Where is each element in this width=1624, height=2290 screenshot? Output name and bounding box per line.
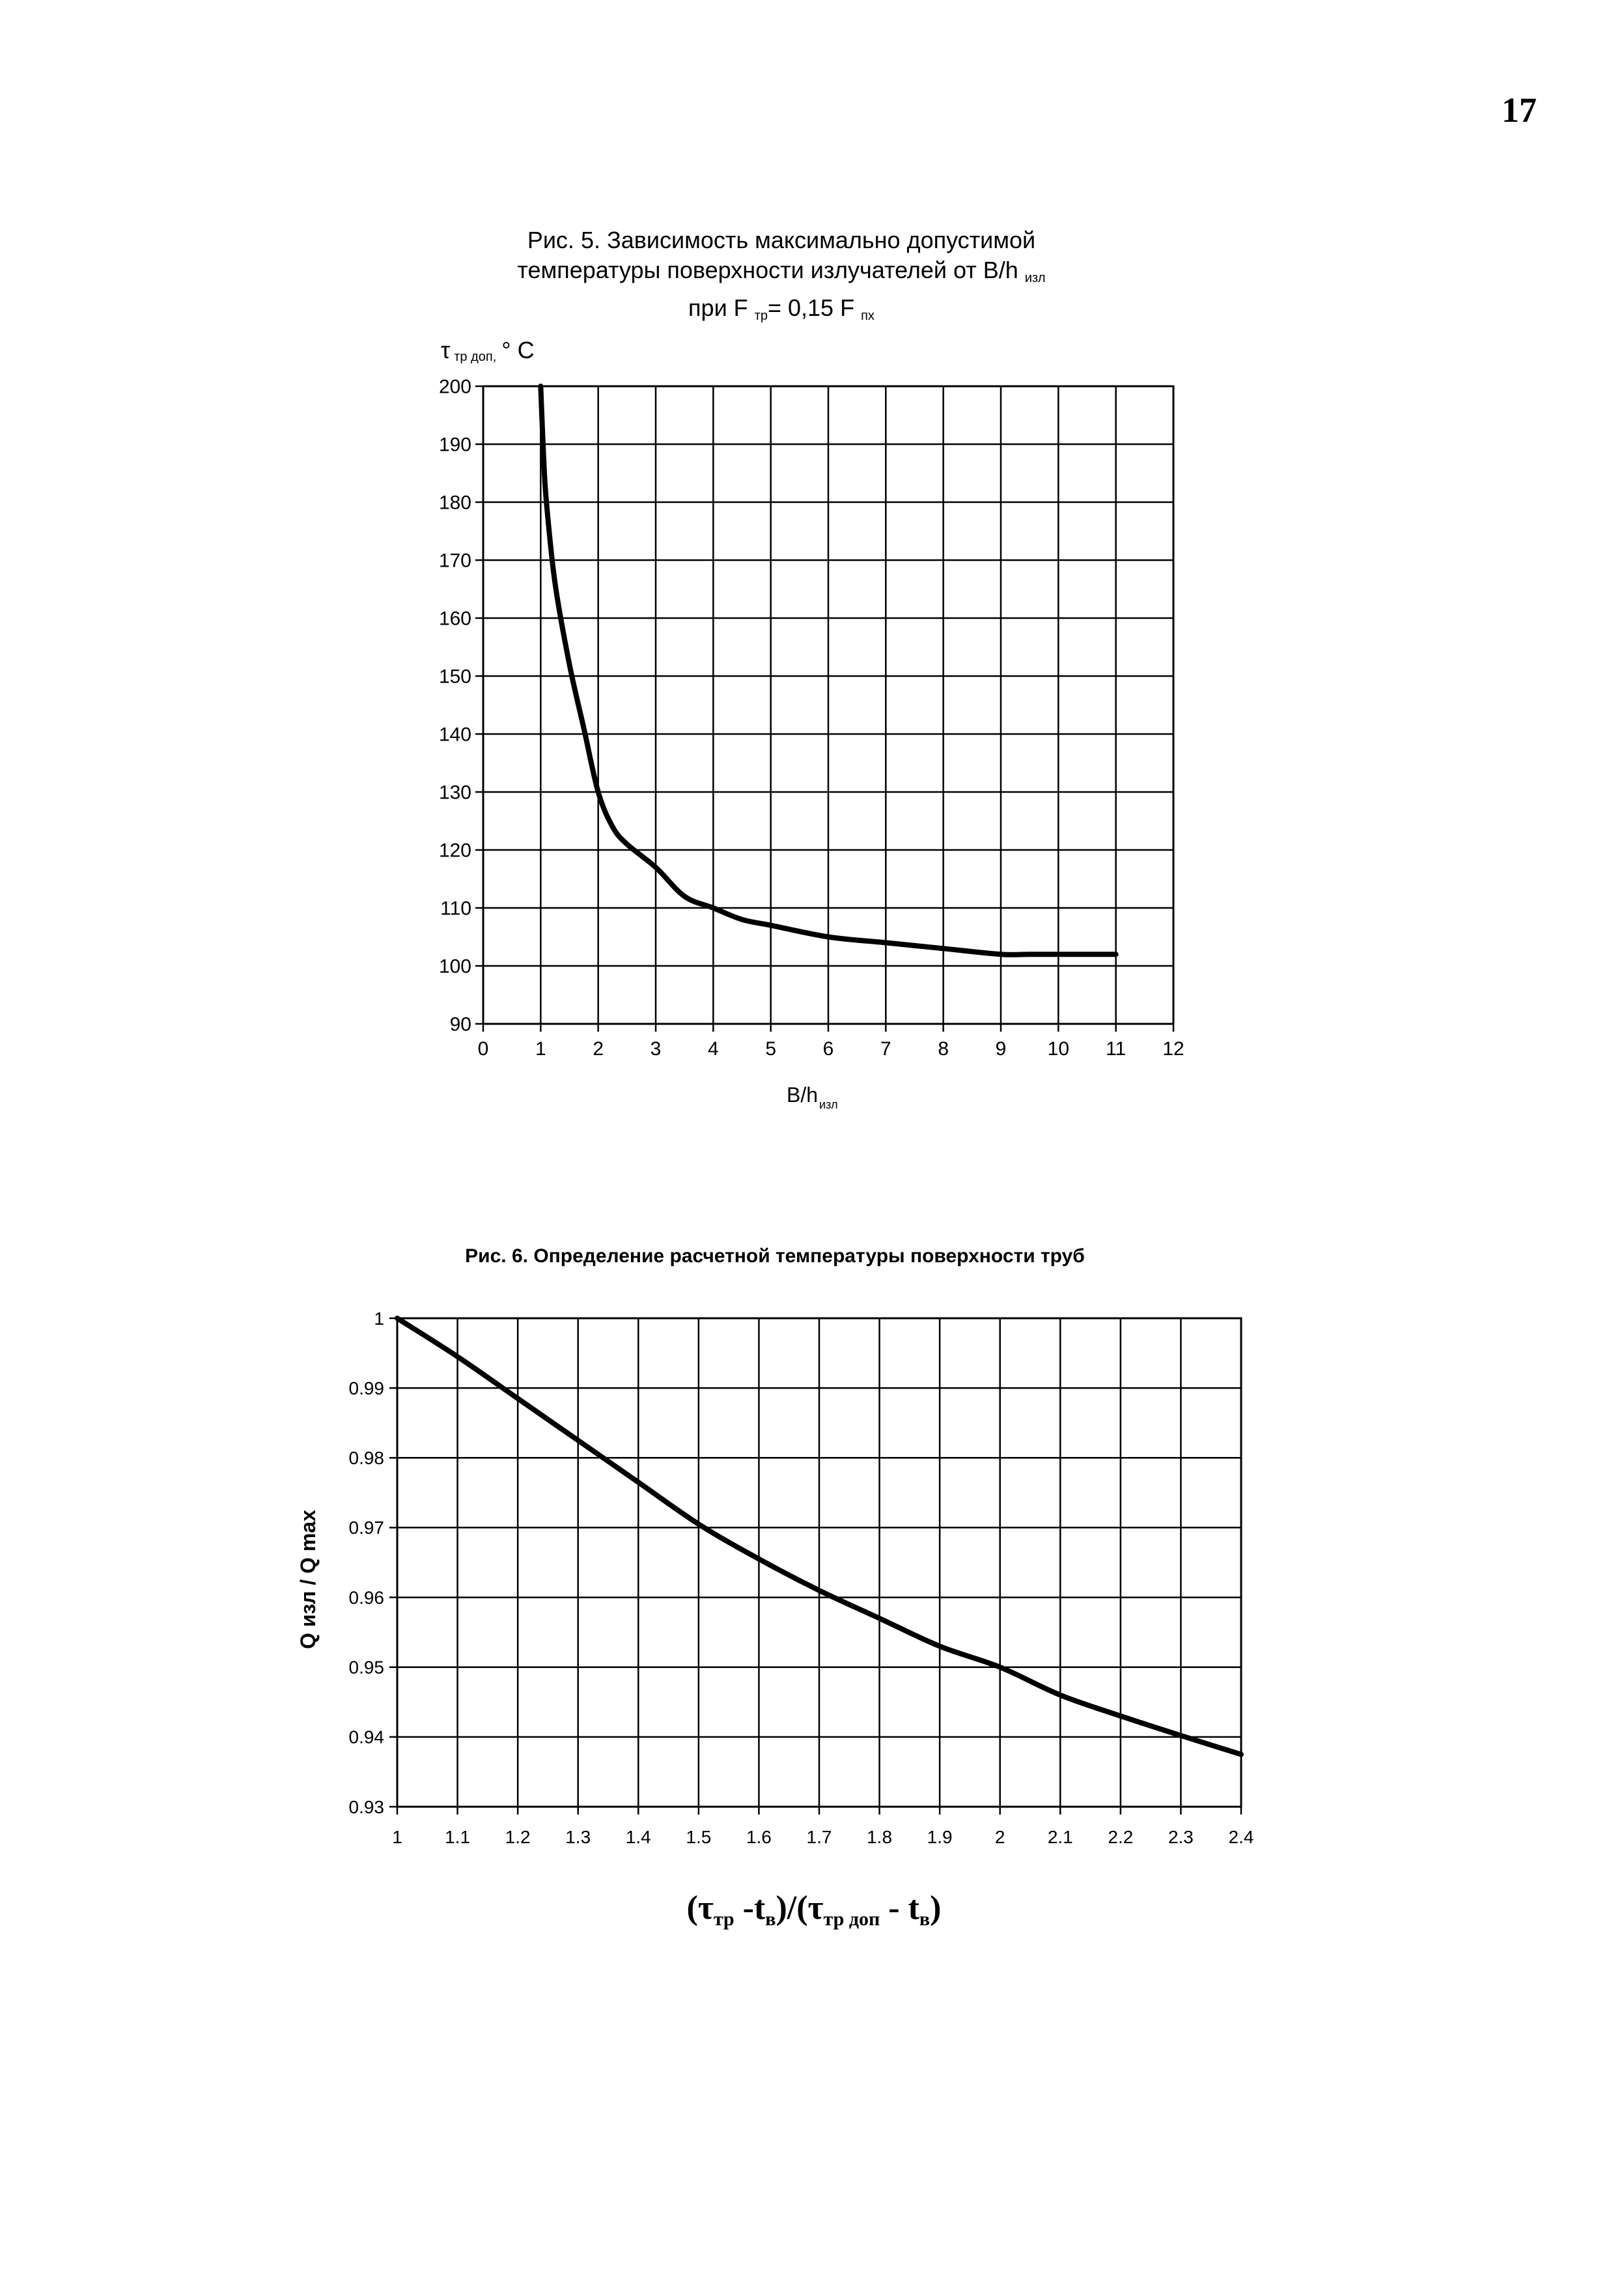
figure-6-x-tick-label: 1.1	[445, 1827, 470, 1847]
figure-6-x-axis-label-part-5: )	[930, 1889, 942, 1927]
figure-5-chart: 0 1 2 3 4 5 6 7 8 9 10 11 12901001101201301401501601…	[439, 376, 1184, 1060]
page-number: 17	[1502, 91, 1537, 130]
figure-5-x-tick-label: 9	[996, 1038, 1007, 1060]
figure-5-title-line-3-text-b: = 0,15 F	[767, 294, 855, 321]
figure-5-y-tick-label: 90	[450, 1014, 471, 1036]
figure-6-x-axis-label-part-1: (τ	[686, 1889, 714, 1927]
figure-5-y-axis-label-tau: τ	[441, 337, 450, 363]
figure-6-x-tick-label: 1.5	[686, 1827, 711, 1847]
figure-6-x-tick-label: 1.2	[505, 1827, 531, 1847]
figure-5-title-line-2-text: температуры поверхности излучателей от B…	[517, 257, 1018, 283]
figure-6-series-line	[395, 1316, 1244, 1757]
figure-5-x-tick-label: 6	[823, 1038, 834, 1060]
figure-5-x-tick-label: 2	[593, 1038, 604, 1060]
figure-5-y-tick-label: 180	[439, 492, 471, 514]
figure-5-y-tick-label: 100	[439, 956, 471, 978]
figure-6-x-axis-label: (τтр -tв)/(τтр доп - tв)	[586, 1889, 1042, 1930]
figure-6-x-tick-label: 1.7	[807, 1827, 832, 1847]
figure-5-y-tick-label: 150	[439, 666, 471, 688]
figure-5-x-axis-label: B/h изл	[787, 1083, 838, 1111]
figure-6-x-tick-label: 1	[392, 1827, 402, 1847]
figure-5-y-axis-label: τ тр доп, ° С	[441, 337, 535, 364]
figure-6-y-tick-label: 0.94	[349, 1727, 385, 1747]
figure-5-x-tick-label: 11	[1106, 1038, 1126, 1060]
figure-5-x-tick-label: 3	[651, 1038, 662, 1060]
figure-5-x-tick-label: 8	[938, 1038, 949, 1060]
figure-5-x-tick-label: 0	[478, 1038, 489, 1060]
figure-5-series-line	[538, 384, 1119, 957]
figure-6-x-tick-label: 2.3	[1168, 1827, 1194, 1847]
figure-5-x-tick-label: 4	[708, 1038, 719, 1060]
figure-5-title-line-2: температуры поверхности излучателей от B…	[456, 255, 1107, 293]
figure-5-x-tick-label: 5	[765, 1038, 776, 1060]
figure-6-title: Рис. 6. Определение расчетной температур…	[465, 1245, 1085, 1267]
figure-6-y-tick-label: 0.98	[349, 1448, 385, 1468]
figure-5-x-tick-label: 12	[1162, 1038, 1184, 1060]
figure-6-x-tick-label: 1.6	[746, 1827, 772, 1847]
figure-5-y-tick-label: 140	[439, 724, 471, 746]
figure-5-title-line-3-subscript-1: тр	[754, 309, 768, 323]
figure-6-x-tick-label: 1.4	[626, 1827, 651, 1847]
figure-6-chart: 1 1.1 1.2 1.3 1.4 1.5 1.6 1.7 1.8 1.9 2 2.1 2.2 2.3 2.…	[349, 1308, 1254, 1847]
figure-5-title-line-1: Рис. 5. Зависимость максимально допустим…	[527, 227, 1036, 253]
figure-5-y-tick-label: 170	[439, 550, 471, 572]
figure-6-x-axis-label-part-3: )/(τ	[776, 1889, 824, 1927]
figure-5-title-line-3: при F тр= 0,15 F пх	[456, 293, 1107, 331]
figure-5-x-axis-label-subscript: изл	[819, 1098, 838, 1111]
figure-5-title: Рис. 5. Зависимость максимально допустим…	[456, 225, 1107, 331]
figure-5-y-tick-label: 120	[439, 840, 471, 862]
figure-6-x-axis-label-sub-3: тр доп	[823, 1908, 880, 1930]
figure-6-x-tick-label: 1.9	[927, 1827, 953, 1847]
figure-6-x-axis-label-sub-4: в	[919, 1908, 931, 1930]
figure-6-x-tick-label: 2	[995, 1827, 1005, 1847]
figure-6-y-tick-label: 0.97	[349, 1518, 385, 1538]
figure-5-y-tick-label: 190	[439, 434, 471, 456]
figure-5-x-axis-label-text: B/h	[787, 1083, 818, 1107]
figure-5-y-tick-label: 200	[439, 376, 471, 398]
figure-5-y-axis-label-subscript: тр доп,	[454, 350, 496, 364]
figure-6-y-tick-label: 0.96	[349, 1587, 385, 1607]
figure-5-y-tick-label: 160	[439, 608, 471, 630]
figure-6-x-axis-label-part-2: -t	[734, 1889, 766, 1927]
figure-5-title-line-3-subscript-2: пх	[861, 309, 875, 323]
figure-6-y-tick-label: 0.99	[349, 1378, 385, 1398]
figure-6-x-tick-label: 1.3	[565, 1827, 591, 1847]
figure-6-x-axis-label-sub-1: тр	[713, 1908, 735, 1930]
figure-5-y-tick-label: 130	[439, 782, 471, 804]
figure-6-x-tick-label: 2.2	[1108, 1827, 1133, 1847]
figure-6-x-axis-label-sub-2: в	[765, 1908, 776, 1930]
figure-6-x-tick-label: 2.4	[1229, 1827, 1254, 1847]
figure-6-y-tick-label: 1	[374, 1308, 384, 1329]
figure-6-y-axis-label: Q изл / Q max	[296, 1510, 320, 1649]
figure-6-x-tick-label: 2.1	[1048, 1827, 1073, 1847]
figure-6-x-tick-label: 1.8	[867, 1827, 892, 1847]
figure-5-y-tick-label: 110	[440, 898, 471, 920]
figure-5-x-tick-label: 7	[880, 1038, 891, 1060]
figure-5-x-tick-label: 1	[535, 1038, 546, 1060]
figure-6-y-tick-label: 0.93	[349, 1797, 385, 1817]
figure-6-y-tick-label: 0.95	[349, 1658, 385, 1678]
figure-5-y-axis-label-unit: ° С	[501, 337, 534, 363]
figure-5-x-tick-label: 10	[1048, 1038, 1069, 1060]
figure-6-x-axis-label-part-4: - t	[880, 1889, 919, 1927]
figure-5-title-line-3-text-a: при F	[688, 294, 748, 321]
figure-5-title-line-2-subscript: изл	[1024, 271, 1046, 285]
